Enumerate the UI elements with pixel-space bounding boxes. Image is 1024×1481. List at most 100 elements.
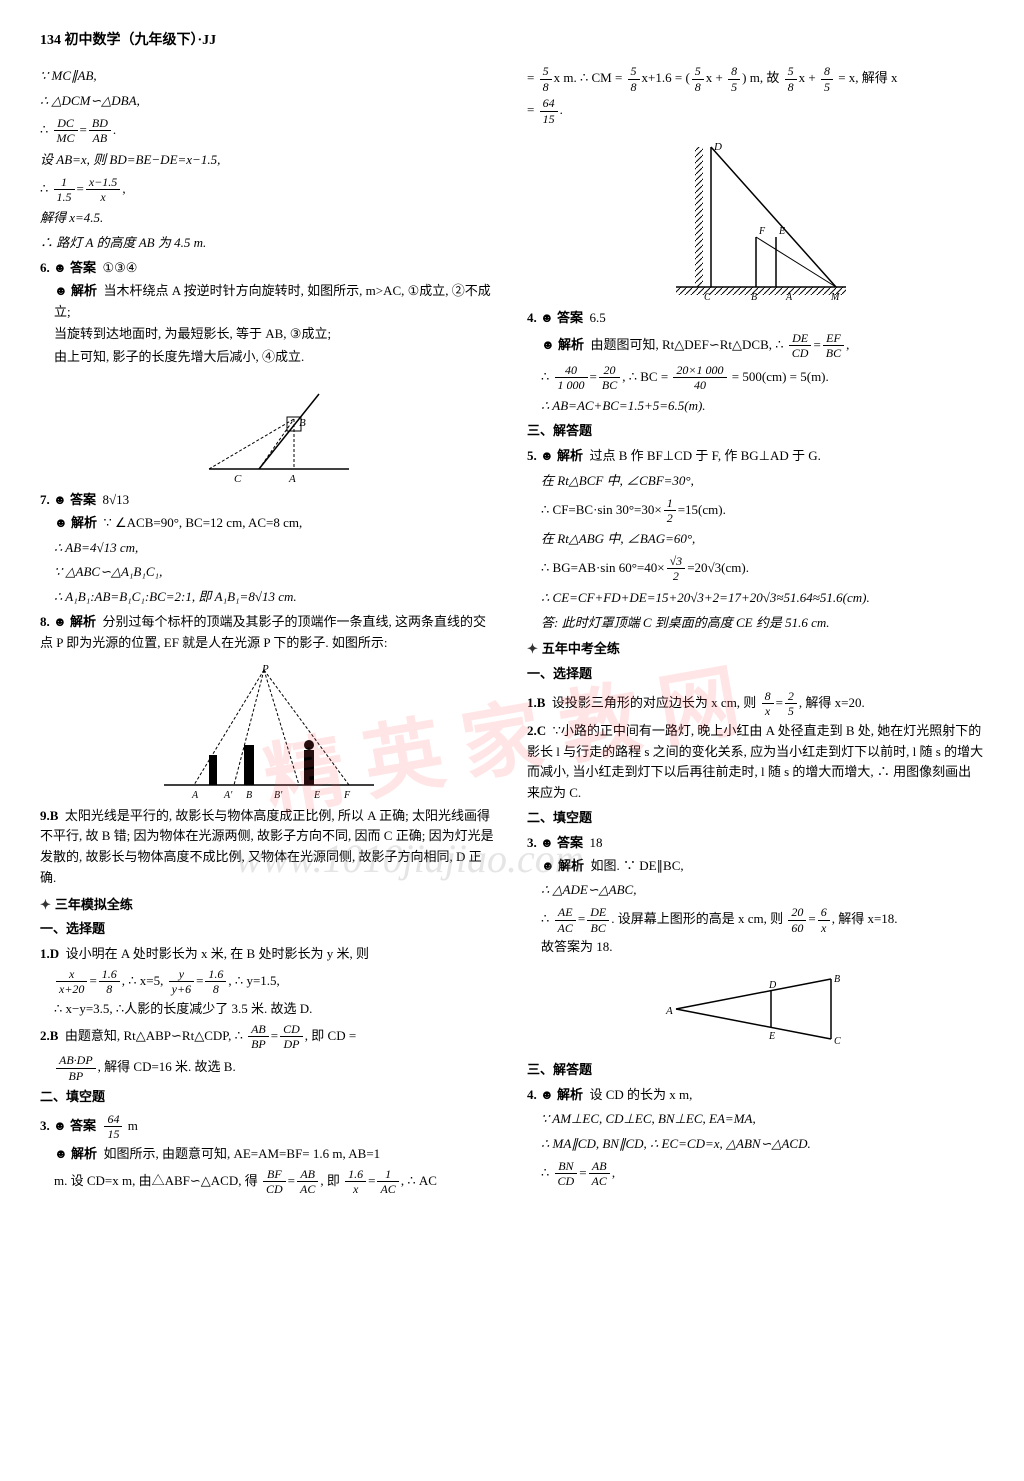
p5-line: 设 AB=x, 则 BD=BE−DE=x−1.5, bbox=[40, 150, 497, 171]
svg-text:A: A bbox=[665, 1005, 673, 1017]
svg-text:F: F bbox=[758, 226, 766, 237]
q9-row: 9.B 太阳光线是平行的, 故影长与物体高度成正比例, 所以 A 正确; 太阳光… bbox=[40, 806, 497, 889]
q5-expl-1: 在 Rt△BCF 中, ∠CBF=30°, bbox=[527, 471, 984, 492]
svg-text:B: B bbox=[751, 292, 757, 302]
q3-3-expl-cont: m. 设 CD=x m, 由△ABF∽△ACD, 得 BFCD=ABAC, 即 … bbox=[40, 1167, 497, 1197]
svg-text:E: E bbox=[778, 226, 785, 237]
p5-line: ∴ 路灯 A 的高度 AB 为 4.5 m. bbox=[40, 233, 497, 254]
q7-expl-row: ☻ 解析 ∵ ∠ACB=90°, BC=12 cm, AC=8 cm, bbox=[40, 513, 497, 534]
left-column: ∵ MC∥AB, ∴ △DCM∽△DBA, ∴ DCMC=BDAB. 设 AB=… bbox=[40, 62, 497, 1198]
q7-expl-label: ☻ 解析 bbox=[54, 515, 97, 530]
section-3yr-sub1: 一、选择题 bbox=[40, 919, 497, 940]
section-5yr-sub1: 一、选择题 bbox=[527, 664, 984, 685]
q8-expl: 分别过每个标杆的顶端及其影子的顶端作一条直线, 这两条直线的交点 P 即为光源的… bbox=[40, 614, 486, 650]
q6-expl-row: ☻ 解析 当木杆绕点 A 按逆时针方向旋转时, 如图所示, m>AC, ①成立,… bbox=[40, 281, 497, 323]
r4-expl-0: 设 CD 的长为 x m, bbox=[589, 1087, 692, 1102]
figure-r3: D F E C B A M bbox=[656, 132, 856, 302]
section-r3: 三、解答题 bbox=[527, 421, 984, 442]
svg-text:A: A bbox=[288, 473, 296, 484]
q5-expl-label: ☻ 解析 bbox=[540, 448, 583, 463]
svg-text:A: A bbox=[191, 790, 199, 800]
r3-num: 3. bbox=[527, 835, 537, 850]
svg-text:C: C bbox=[704, 292, 711, 302]
q7-expl-0: ∵ ∠ACB=90°, BC=12 cm, AC=8 cm, bbox=[103, 515, 302, 530]
r4-expl-2: ∴ MA∥CD, BN∥CD, ∴ EC=CD=x, △ABN∽△ACD. bbox=[527, 1134, 984, 1155]
p5-line: 解得 x=4.5. bbox=[40, 208, 497, 229]
q4-row: 4. ☻ 答案 6.5 bbox=[527, 308, 984, 329]
section-3yr: 三年模拟全练 bbox=[40, 895, 497, 916]
q5-expl-6: 答: 此时灯罩顶端 C 到桌面的高度 CE 约是 51.6 cm. bbox=[527, 613, 984, 634]
q9-num: 9.B bbox=[40, 808, 58, 823]
q3-3-num: 3. bbox=[40, 1118, 50, 1133]
r2-text: ∵小路的正中间有一路灯, 晚上小红由 A 处径直走到 B 处, 她在灯光照射下的… bbox=[527, 723, 983, 800]
q6-ans-label: ☻ 答案 bbox=[53, 260, 96, 275]
svg-text:C: C bbox=[234, 473, 242, 484]
r4-expl-label: ☻ 解析 bbox=[540, 1087, 583, 1102]
q8-row: 8. ☻ 解析 分别过每个标杆的顶端及其影子的顶端作一条直线, 这两条直线的交点… bbox=[40, 612, 497, 654]
p3-cont2: = 6415. bbox=[527, 96, 984, 126]
r3-expl-2: ∴ AEAC=DEBC. 设屏幕上图形的高是 x cm, 则 2060=6x, … bbox=[527, 905, 984, 935]
right-column: = 58x m. ∴ CM = 58x+1.6 = (58x + 85) m, … bbox=[527, 62, 984, 1198]
svg-text:B': B' bbox=[274, 790, 283, 800]
q7: 7. ☻ 答案 8√13 bbox=[40, 490, 497, 511]
p5-line: ∵ MC∥AB, bbox=[40, 66, 497, 87]
r4-expl-3: ∴ BNCD=ABAC, bbox=[527, 1159, 984, 1189]
svg-text:B: B bbox=[246, 790, 252, 800]
r3-expl-1: ∴ △ADE∽△ABC, bbox=[527, 880, 984, 901]
page-header: 134 初中数学（九年级下）·JJ bbox=[40, 30, 984, 52]
q4-ans-label: ☻ 答案 bbox=[540, 310, 583, 325]
q3-1-row: 1.D 设小明在 A 处时影长为 x 米, 在 B 处时影长为 y 米, 则 bbox=[40, 944, 497, 965]
p3-cont: = 58x m. ∴ CM = 58x+1.6 = (58x + 85) m, … bbox=[527, 64, 984, 94]
q8-num: 8. bbox=[40, 614, 50, 629]
q6-expl-label: ☻ 解析 bbox=[54, 283, 97, 298]
r4-expl-1: ∵ AM⊥EC, CD⊥EC, BN⊥EC, EA=MA, bbox=[527, 1109, 984, 1130]
r3-ans-label: ☻ 答案 bbox=[540, 835, 583, 850]
q5-expl-4: ∴ BG=AB·sin 60°=40×√32=20√3(cm). bbox=[527, 554, 984, 584]
q3-1-text: 设小明在 A 处时影长为 x 米, 在 B 处时影长为 y 米, 则 bbox=[66, 946, 369, 961]
q3-3-ans-label: ☻ 答案 bbox=[53, 1118, 96, 1133]
r3-ans: 18 bbox=[589, 835, 602, 850]
svg-text:A: A bbox=[785, 292, 793, 302]
svg-text:C: C bbox=[834, 1036, 841, 1047]
p5-math-frac2: ∴ 11.5=x−1.5x, bbox=[40, 175, 497, 205]
q6-expl-1: 当旋转到达地面时, 为最短影长, 等于 AB, ③成立; bbox=[40, 324, 497, 345]
figure-r3-triangle: A D B E C bbox=[661, 964, 851, 1054]
r3-expl-3: 故答案为 18. bbox=[527, 937, 984, 958]
section-5yr: 五年中考全练 bbox=[527, 639, 984, 660]
r1-row: 1.B 设投影三角形的对应边长为 x cm, 则 8x=25, 解得 x=20. bbox=[527, 689, 984, 719]
r3-row: 3. ☻ 答案 18 bbox=[527, 833, 984, 854]
q4-expl-2: ∴ AB=AC+BC=1.5+5=6.5(m). bbox=[527, 396, 984, 417]
svg-text:E: E bbox=[313, 790, 320, 800]
section-5yr-sub2: 二、填空题 bbox=[527, 808, 984, 829]
r3-expl-row: ☻ 解析 如图. ∵ DE∥BC, bbox=[527, 856, 984, 877]
svg-text:B: B bbox=[834, 974, 840, 985]
svg-text:A': A' bbox=[223, 790, 233, 800]
r3-expl-label: ☻ 解析 bbox=[541, 858, 584, 873]
q7-expl-1: ∴ AB=4√13 cm, bbox=[40, 538, 497, 559]
q3-2-math2: AB·DPBP, 解得 CD=16 米. 故选 B. bbox=[40, 1053, 497, 1083]
section-3yr-sub2: 二、填空题 bbox=[40, 1087, 497, 1108]
svg-text:P: P bbox=[261, 663, 269, 675]
p5-line: ∴ △DCM∽△DBA, bbox=[40, 91, 497, 112]
q8-expl-label: ☻ 解析 bbox=[53, 614, 96, 629]
svg-text:D: D bbox=[713, 141, 722, 153]
q5-expl-3: 在 Rt△ABG 中, ∠BAG=60°, bbox=[527, 529, 984, 550]
figure-q8: P A A' B B' E F bbox=[154, 660, 384, 800]
q4-expl-label: ☻ 解析 bbox=[541, 337, 584, 352]
q6-expl-2: 由上可知, 影子的长度先增大后减小, ④成立. bbox=[40, 347, 497, 368]
q6-num: 6. bbox=[40, 260, 50, 275]
q3-2-row: 2.B 由题意知, Rt△ABP∽Rt△CDP, ∴ ABBP=CDDP, 即 … bbox=[40, 1022, 497, 1052]
q6-expl-0: 当木杆绕点 A 按逆时针方向旋转时, 如图所示, m>AC, ①成立, ②不成立… bbox=[54, 283, 491, 319]
q6: 6. ☻ 答案 ①③④ bbox=[40, 258, 497, 279]
q9-text: 太阳光线是平行的, 故影长与物体高度成正比例, 所以 A 正确; 太阳光线画得不… bbox=[40, 808, 494, 885]
r2-row: 2.C ∵小路的正中间有一路灯, 晚上小红由 A 处径直走到 B 处, 她在灯光… bbox=[527, 721, 984, 804]
q5-expl-5: ∴ CE=CF+FD+DE=15+20√3+2=17+20√3≈51.64≈51… bbox=[527, 588, 984, 609]
q3-1-text2: ∴ x−y=3.5, ∴人影的长度减少了 3.5 米. 故选 D. bbox=[40, 999, 497, 1020]
q7-ans-label: ☻ 答案 bbox=[53, 492, 96, 507]
r1-num: 1.B bbox=[527, 695, 545, 710]
svg-text:E: E bbox=[768, 1031, 775, 1042]
p5-math-frac: ∴ DCMC=BDAB. bbox=[40, 116, 497, 146]
svg-text:B: B bbox=[299, 417, 306, 429]
q3-3-expl-label: ☻ 解析 bbox=[54, 1146, 97, 1161]
r3-expl-0: 如图. ∵ DE∥BC, bbox=[590, 858, 683, 873]
